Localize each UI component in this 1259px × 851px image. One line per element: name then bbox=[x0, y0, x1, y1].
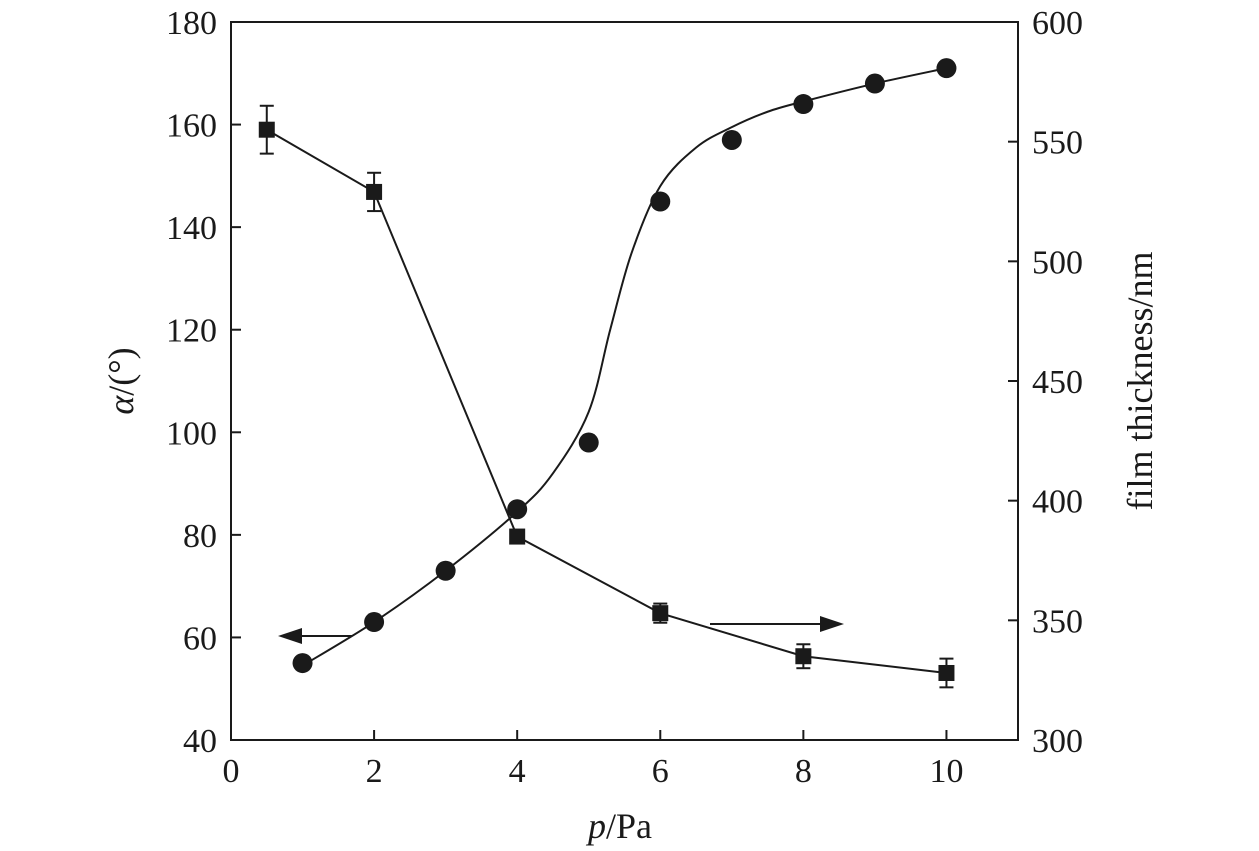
contact-angle-point bbox=[292, 653, 313, 674]
y-right-tick-label: 400 bbox=[1032, 484, 1083, 521]
y-left-tick-label: 60 bbox=[183, 620, 217, 657]
y-right-axis-title: film thickness/nm bbox=[1120, 252, 1160, 511]
contact-angle-point bbox=[435, 560, 456, 581]
error-bars bbox=[259, 104, 954, 689]
contact-angle-fit-curve bbox=[302, 67, 947, 667]
x-tick-label: 10 bbox=[929, 753, 963, 790]
x-axis-title: p/Pa bbox=[585, 806, 652, 846]
film-thickness-point bbox=[795, 648, 812, 665]
film-thickness-point bbox=[366, 183, 383, 200]
contact-angle-point bbox=[578, 432, 599, 453]
y-right-tick-label: 500 bbox=[1032, 244, 1083, 281]
y-left-tick-label: 140 bbox=[166, 210, 217, 247]
x-tick-label: 8 bbox=[795, 753, 812, 790]
contact-angle-point bbox=[507, 499, 528, 520]
y-right-tick-label: 350 bbox=[1032, 603, 1083, 640]
plot-frame bbox=[230, 21, 1019, 741]
film-thickness-point bbox=[258, 121, 275, 138]
left-arrowhead bbox=[278, 628, 302, 644]
y-left-tick-label: 40 bbox=[183, 723, 217, 760]
film-thickness-point bbox=[938, 664, 955, 681]
y-left-tick-label: 120 bbox=[166, 313, 217, 350]
tick-labels: 0 2 4 6 8 10 40 60 80 100 120 140 160 180 300 350 400 450… bbox=[166, 5, 1083, 790]
x-tick-label: 6 bbox=[652, 753, 669, 790]
y-left-tick-label: 100 bbox=[166, 415, 217, 452]
film-thickness-point bbox=[509, 528, 526, 545]
x-tick-label: 0 bbox=[223, 753, 240, 790]
film-thickness-point bbox=[652, 605, 669, 622]
contact-angle-point bbox=[936, 58, 957, 79]
series-lines bbox=[266, 67, 947, 674]
y-right-tick-label: 300 bbox=[1032, 723, 1083, 760]
contact-angle-point bbox=[864, 73, 885, 94]
y-left-axis-title: α/(°) bbox=[101, 347, 141, 414]
contact-angle-point bbox=[721, 129, 742, 150]
x-tick-label: 2 bbox=[366, 753, 383, 790]
contact-angle-point bbox=[364, 612, 385, 633]
axis-arrows bbox=[278, 616, 844, 644]
y-right-tick-label: 450 bbox=[1032, 364, 1083, 401]
y-right-tick-label: 550 bbox=[1032, 125, 1083, 162]
tick-marks bbox=[230, 21, 1018, 741]
y-left-tick-label: 80 bbox=[183, 518, 217, 555]
contact-angle-point bbox=[793, 94, 814, 115]
y-right-tick-label: 600 bbox=[1032, 5, 1083, 42]
right-arrowhead bbox=[820, 616, 844, 632]
x-tick-label: 4 bbox=[509, 753, 526, 790]
y-left-tick-label: 180 bbox=[166, 5, 217, 42]
film-thickness-line bbox=[266, 128, 947, 674]
data-markers bbox=[258, 58, 957, 681]
contact-angle-point bbox=[650, 191, 671, 212]
y-left-tick-label: 160 bbox=[166, 108, 217, 145]
